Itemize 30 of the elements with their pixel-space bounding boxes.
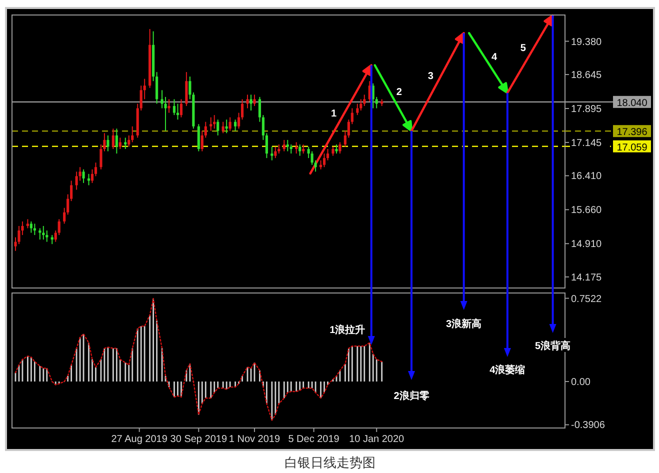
series-label: 1 (331, 108, 338, 120)
x-tick-label: 1 Nov 2019 (228, 434, 280, 445)
y-tick-label: 17.145 (571, 138, 602, 149)
y-tick-label: 15.660 (571, 205, 602, 216)
x-tick-label: 27 Aug 2019 (111, 434, 168, 445)
y-tick-label: 19.380 (571, 36, 602, 48)
y-tick-label: 14.910 (571, 239, 602, 250)
series-label: 3 (428, 71, 434, 82)
x-tick-label: 10 Jan 2020 (349, 434, 405, 445)
ref-line-label: 3浪新高 (446, 318, 482, 330)
series-label: 2 (396, 87, 402, 98)
y-tick-label: 16.410 (571, 171, 602, 182)
y-tick-label: 14.175 (571, 272, 602, 284)
x-tick-label: 5 Dec 2019 (288, 434, 340, 445)
y-tick-label: 0.7522 (571, 294, 602, 305)
ref-line-label: 1浪拉升 (330, 324, 366, 336)
x-tick-label: 30 Sep 2019 (170, 434, 228, 445)
ref-line-label: 17.059 (616, 142, 648, 154)
ref-line-label: 2浪归零 (394, 390, 430, 402)
ref-line-label: 18.040 (616, 98, 648, 109)
y-tick-label: 17.895 (571, 104, 602, 115)
series-label: 5 (520, 43, 526, 54)
ref-line-label: 17.396 (616, 127, 648, 138)
series-label: 4 (491, 52, 498, 63)
ref-line-label: 4浪萎缩 (490, 364, 526, 376)
ref-line-label: 5浪背高 (535, 340, 571, 352)
y-tick-label: 18.645 (571, 70, 602, 82)
y-tick-label: 0.00 (571, 377, 591, 388)
text: 白银日线走势图 (284, 455, 376, 470)
y-tick-label: -0.3906 (571, 420, 606, 432)
